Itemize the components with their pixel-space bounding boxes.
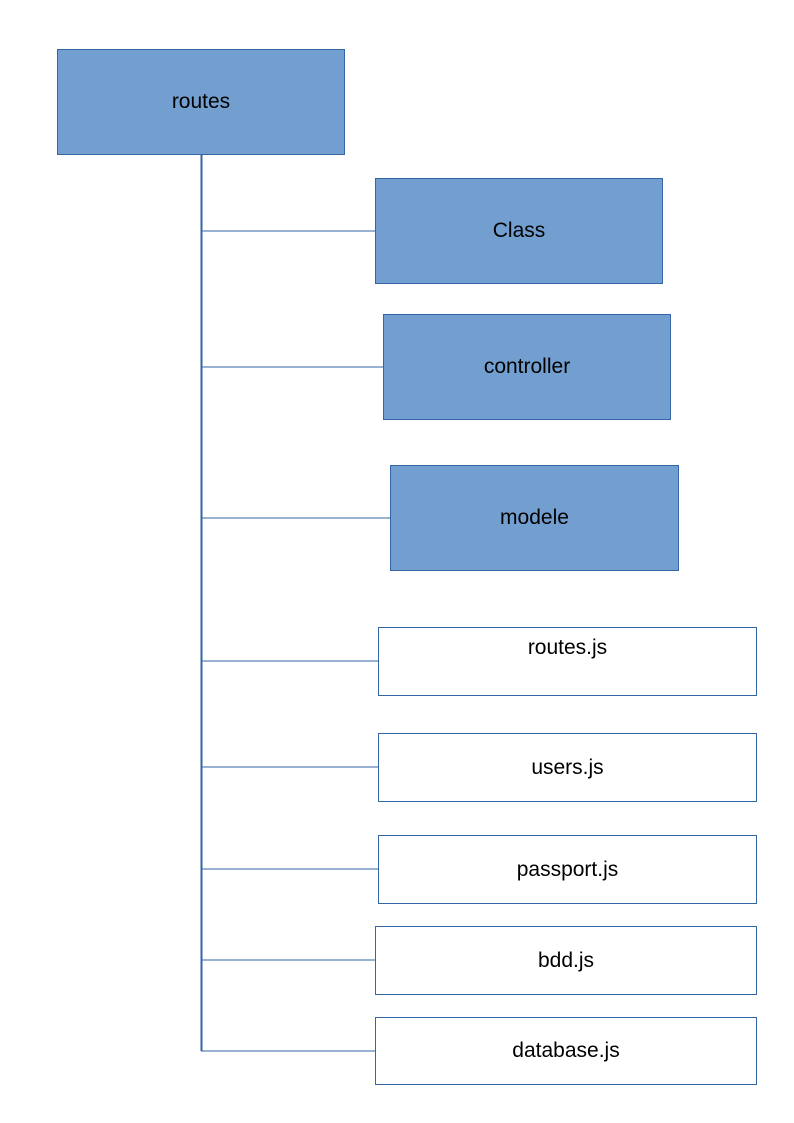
node-label: controller (483, 355, 571, 378)
root-node-label: routes (171, 90, 231, 113)
node-routes-js[interactable]: routes.js (378, 627, 757, 696)
node-label: routes.js (527, 636, 608, 659)
node-passport-js[interactable]: passport.js (378, 835, 757, 904)
node-database-js[interactable]: database.js (375, 1017, 757, 1085)
node-users-js[interactable]: users.js (378, 733, 757, 802)
node-label: passport.js (516, 857, 619, 881)
node-label: users.js (531, 755, 604, 779)
node-label: modele (500, 506, 569, 529)
node-class[interactable]: Class (375, 178, 663, 284)
node-modele[interactable]: modele (390, 465, 679, 571)
node-controller[interactable]: controller (383, 314, 671, 420)
root-node-routes[interactable]: routes (57, 49, 345, 155)
node-label: Class (492, 219, 546, 242)
node-label: bdd.js (537, 948, 595, 972)
node-bdd-js[interactable]: bdd.js (375, 926, 757, 995)
node-label: database.js (512, 1039, 620, 1062)
